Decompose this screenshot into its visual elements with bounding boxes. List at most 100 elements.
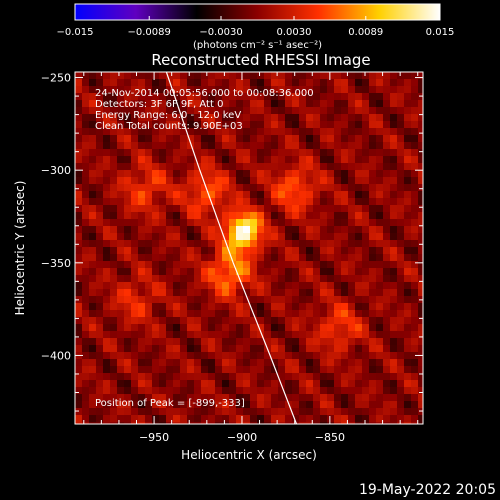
heatmap-cell [306,177,314,185]
heatmap-cell [383,310,391,318]
heatmap-cell [243,184,251,192]
heatmap-cell [250,289,258,297]
heatmap-cell [215,128,223,136]
heatmap-cell [187,156,195,164]
heatmap-cell [271,121,279,129]
heatmap-cell [278,247,286,255]
heatmap-cell [75,72,83,80]
heatmap-cell [180,79,188,87]
heatmap-cell [243,240,251,248]
heatmap-cell [264,93,272,101]
heatmap-cell [411,408,419,416]
heatmap-cell [152,261,160,269]
heatmap-cell [404,366,412,374]
heatmap-cell [117,275,125,283]
heatmap-cell [166,303,174,311]
heatmap-cell [75,310,83,318]
heatmap-cell [124,205,132,213]
heatmap-cell [236,338,244,346]
heatmap-cell [117,170,125,178]
heatmap-cell [376,422,384,424]
heatmap-cell [411,184,419,192]
heatmap-cell [418,72,423,80]
heatmap-cell [306,100,314,108]
heatmap-cell [271,86,279,94]
heatmap-cell [131,233,139,241]
heatmap-image [75,72,423,424]
heatmap-cell [348,247,356,255]
heatmap-cell [341,93,349,101]
heatmap-cell [306,324,314,332]
heatmap-cell [222,296,230,304]
heatmap-cell [320,296,328,304]
heatmap-cell [362,394,370,402]
heatmap-cell [152,219,160,227]
heatmap-cell [264,387,272,395]
heatmap-cell [215,121,223,129]
heatmap-cell [418,156,423,164]
heatmap-cell [152,163,160,171]
heatmap-cell [124,100,132,108]
heatmap-cell [166,261,174,269]
heatmap-cell [271,240,279,248]
heatmap-cell [103,191,111,199]
heatmap-cell [285,345,293,353]
heatmap-cell [103,373,111,381]
heatmap-cell [89,380,97,388]
heatmap-cell [187,422,195,424]
heatmap-cell [320,149,328,157]
heatmap-cell [180,72,188,80]
heatmap-cell [131,198,139,206]
heatmap-cell [131,205,139,213]
heatmap-cell [229,373,237,381]
heatmap-cell [110,149,118,157]
heatmap-cell [306,121,314,129]
heatmap-cell [236,254,244,262]
heatmap-cell [376,345,384,353]
heatmap-cell [82,114,90,122]
heatmap-cell [369,184,377,192]
heatmap-cell [145,366,153,374]
heatmap-cell [89,233,97,241]
heatmap-cell [278,338,286,346]
heatmap-cell [292,261,300,269]
heatmap-cell [222,401,230,409]
heatmap-cell [194,86,202,94]
heatmap-cell [320,317,328,325]
heatmap-cell [159,114,167,122]
heatmap-cell [250,107,258,115]
heatmap-cell [418,198,423,206]
heatmap-cell [110,226,118,234]
heatmap-cell [292,219,300,227]
heatmap-cell [376,212,384,220]
heatmap-cell [418,184,423,192]
heatmap-cell [299,247,307,255]
heatmap-cell [264,163,272,171]
heatmap-cell [166,345,174,353]
heatmap-cell [180,380,188,388]
heatmap-cell [250,170,258,178]
heatmap-cell [257,310,265,318]
heatmap-cell [383,324,391,332]
heatmap-cell [334,79,342,87]
heatmap-cell [250,212,258,220]
heatmap-cell [166,415,174,423]
heatmap-cell [264,282,272,290]
heatmap-cell [194,345,202,353]
heatmap-cell [376,79,384,87]
heatmap-cell [152,331,160,339]
heatmap-cell [271,275,279,283]
heatmap-cell [320,177,328,185]
heatmap-cell [131,135,139,143]
heatmap-cell [404,100,412,108]
heatmap-cell [250,415,258,423]
heatmap-cell [376,100,384,108]
heatmap-cell [285,219,293,227]
heatmap-cell [194,268,202,276]
heatmap-cell [236,359,244,367]
heatmap-cell [138,359,146,367]
heatmap-cell [341,114,349,122]
heatmap-cell [418,317,423,325]
heatmap-cell [250,93,258,101]
heatmap-cell [215,373,223,381]
